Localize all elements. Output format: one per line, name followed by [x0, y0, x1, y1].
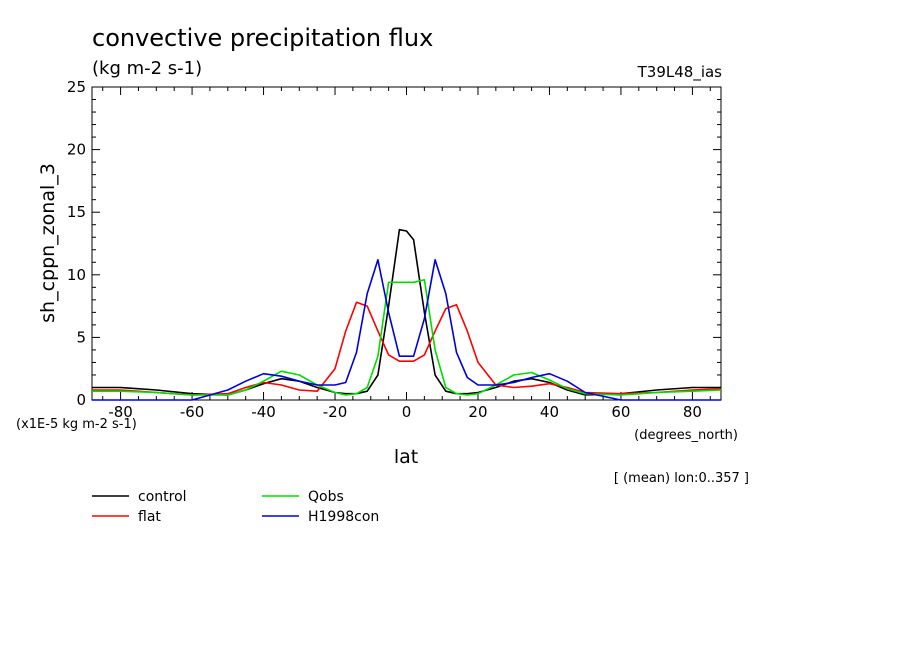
series-line-qobs — [92, 278, 722, 396]
y-tick-label: 5 — [76, 328, 86, 346]
x-axis-ticks: -80 -60 -40 -20 0 20 40 60 80 — [108, 87, 702, 421]
plot-frame — [91, 86, 722, 401]
x-tick-label: -60 — [180, 403, 205, 421]
x-tick-label: 40 — [540, 403, 559, 421]
chart-title: convective precipitation flux — [92, 24, 433, 52]
x-tick-label: -80 — [108, 403, 133, 421]
series-line-control — [92, 228, 721, 396]
legend: control flat Qobs H1998con — [92, 489, 379, 525]
y-scale-note: (x1E-5 kg m-2 s-1) — [16, 417, 137, 432]
minor-ticks — [92, 87, 721, 400]
x-tick-label: 60 — [611, 403, 630, 421]
x-units-label: (degrees_north) — [634, 428, 738, 443]
legend-label-h1998con: H1998con — [308, 509, 379, 525]
y-tick-label: 10 — [67, 266, 86, 284]
y-tick-label: 25 — [67, 78, 86, 96]
x-tick-label: 0 — [402, 403, 412, 421]
legend-label-control: control — [138, 489, 187, 505]
legend-label-flat: flat — [138, 509, 161, 525]
legend-label-qobs: Qobs — [308, 489, 344, 505]
plot-area: -80 -60 -40 -20 0 20 40 60 80 0 5 10 15 20 25 — [67, 78, 722, 421]
chart-units: (kg m-2 s-1) — [92, 58, 202, 79]
x-tick-label: 20 — [468, 403, 487, 421]
x-tick-label: -20 — [323, 403, 348, 421]
x-axis-label: lat — [394, 446, 418, 468]
y-axis-label: sh_cppn_zonal_3 — [37, 163, 59, 323]
x-tick-label: -40 — [251, 403, 276, 421]
y-tick-label: 20 — [67, 141, 86, 159]
series-line-flat — [92, 301, 722, 396]
series-line-h1998con — [92, 258, 721, 401]
y-tick-label: 0 — [76, 391, 86, 409]
model-label: T39L48_ias — [637, 63, 723, 82]
y-tick-label: 15 — [67, 203, 86, 221]
y-axis-ticks: 0 5 10 15 20 25 — [67, 78, 721, 409]
series-lines — [92, 228, 722, 401]
x-tick-label: 80 — [683, 403, 702, 421]
mean-note: [ (mean) lon:0..357 ] — [614, 471, 749, 486]
